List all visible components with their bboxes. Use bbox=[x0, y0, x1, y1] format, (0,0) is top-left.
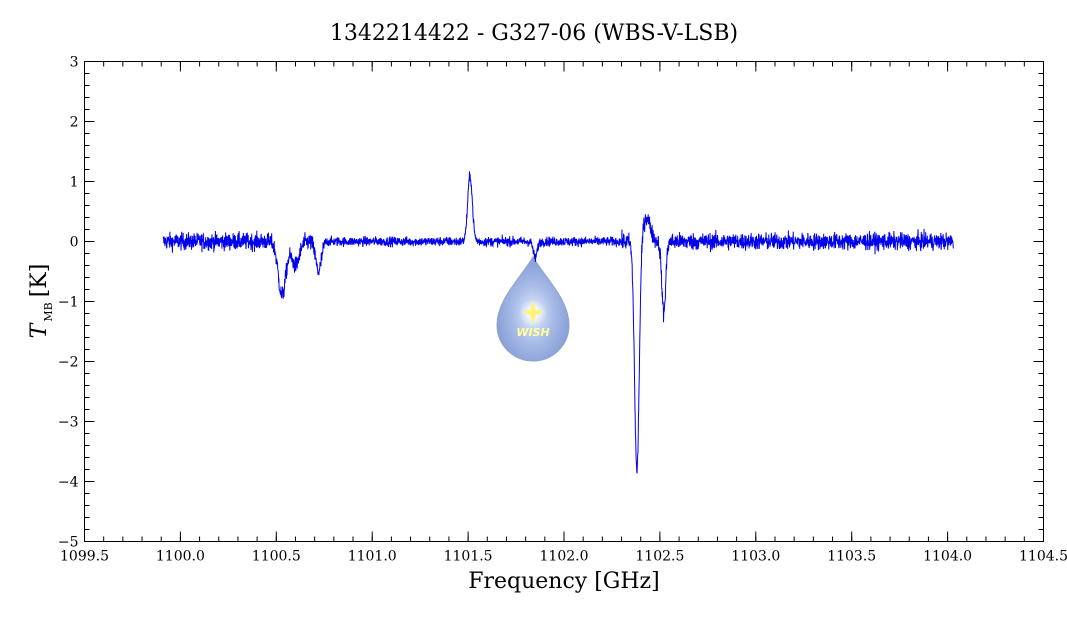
axis-ticks bbox=[85, 62, 1044, 542]
y-axis-label-main: T bbox=[27, 321, 52, 338]
x-tick-label: 1103.5 bbox=[827, 549, 876, 565]
x-tick-label: 1102.5 bbox=[635, 549, 684, 565]
y-tick-label: 1 bbox=[70, 175, 79, 191]
x-tick-label: 1104.0 bbox=[923, 549, 972, 565]
y-tick-label: 3 bbox=[70, 55, 79, 71]
y-tick-label: 0 bbox=[70, 235, 79, 251]
y-tick-label: −3 bbox=[58, 415, 79, 431]
x-tick-label: 1102.0 bbox=[540, 549, 589, 565]
x-tick-label: 1104.5 bbox=[1019, 549, 1067, 565]
y-axis-label-unit: [K] bbox=[27, 264, 52, 298]
y-axis-label: TMB [K] bbox=[27, 264, 55, 339]
svg-text:TMB[K]: TMB [K] bbox=[27, 264, 55, 339]
chart-title: 1342214422 - G327-06 (WBS-V-LSB) bbox=[330, 21, 738, 46]
wish-drop-logo: WISH bbox=[497, 257, 569, 361]
y-tick-label: −5 bbox=[58, 535, 79, 551]
logo-text: WISH bbox=[516, 326, 549, 339]
x-tick-label: 1103.0 bbox=[731, 549, 780, 565]
y-tick-label: −1 bbox=[58, 295, 79, 311]
y-tick-label: −2 bbox=[58, 355, 79, 371]
x-axis-label: Frequency [GHz] bbox=[468, 569, 660, 594]
x-tick-label: 1100.0 bbox=[156, 549, 205, 565]
y-axis-label-sub: MB bbox=[42, 302, 55, 321]
plot-frame bbox=[85, 62, 1044, 542]
x-tick-label: 1101.0 bbox=[348, 549, 397, 565]
x-tick-label: 1099.5 bbox=[60, 549, 109, 565]
y-tick-label: −4 bbox=[58, 475, 79, 491]
x-tick-label: 1100.5 bbox=[252, 549, 301, 565]
y-tick-label: 2 bbox=[70, 115, 79, 131]
x-tick-label: 1101.5 bbox=[444, 549, 493, 565]
